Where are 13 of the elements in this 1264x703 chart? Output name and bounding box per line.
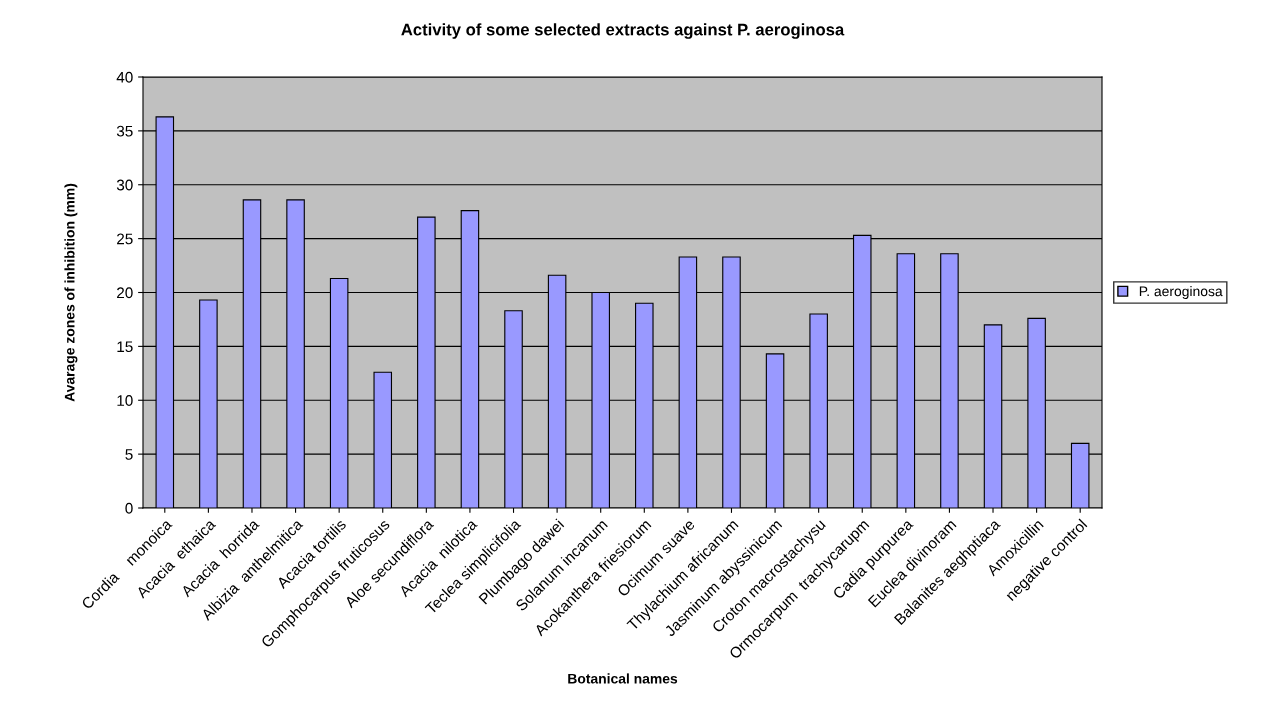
x-axis-title: Botanical names <box>568 673 678 684</box>
y-tick-label: 10 <box>117 395 133 406</box>
y-tick-label: 25 <box>117 233 133 245</box>
legend-label: P. aeroginosa <box>1139 286 1223 299</box>
y-tick-label: 35 <box>116 125 133 137</box>
y-tick-label: 20 <box>117 287 133 299</box>
y-tick-label: 40 <box>116 71 133 83</box>
y-tick-label: 0 <box>125 502 133 514</box>
y-axis-title: Avarage zones of inhibition (mm) <box>64 183 78 402</box>
chart-title: Activity of some selected extracts against P. aeroginosa <box>401 23 845 39</box>
y-tick-label: 30 <box>116 179 133 191</box>
y-tick-label: 5 <box>125 449 133 460</box>
y-tick-label: 15 <box>117 341 133 353</box>
